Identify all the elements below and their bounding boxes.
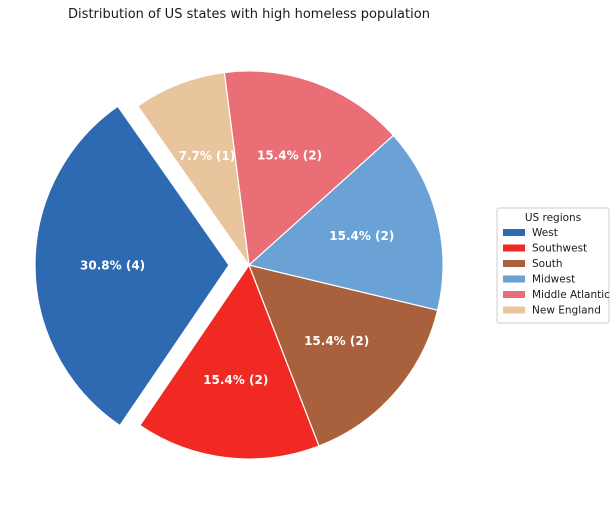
legend-swatch-new-england — [503, 306, 525, 314]
slice-label-southwest: 15.4% (2) — [203, 373, 268, 387]
legend-label-south: South — [532, 258, 563, 270]
legend-label-middle-atlantic: Middle Atlantic — [532, 289, 610, 301]
pie-labels: 30.8% (4) 15.4% (2) 15.4% (2) 15.4% (2) 15.4… — [80, 148, 394, 387]
legend: US regions West Southwest South Midwest Midd… — [496, 207, 610, 324]
legend-swatch-southwest — [503, 244, 525, 252]
chart-title: Distribution of US states with high home… — [68, 7, 430, 22]
pie-slice-southwest — [139, 263, 320, 460]
slice-label-west: 30.8% (4) — [80, 258, 145, 272]
legend-title: US regions — [525, 212, 581, 224]
legend-label-southwest: Southwest — [532, 243, 587, 255]
legend-swatch-midwest — [503, 275, 525, 283]
slice-label-middle-atlantic: 15.4% (2) — [257, 148, 322, 162]
legend-label-west: West — [532, 227, 558, 239]
pie-slice-south — [248, 264, 439, 447]
legend-items: West Southwest South Midwest Middle Atlantic… — [503, 227, 610, 317]
slice-label-new-england: 7.7% (1) — [179, 149, 236, 163]
legend-label-midwest: Midwest — [532, 274, 575, 286]
pie-slice-midwest — [247, 134, 444, 311]
pie-slice-middle-atlantic — [223, 70, 395, 267]
legend-swatch-south — [503, 260, 525, 267]
legend-label-new-england: New England — [532, 305, 601, 317]
slice-label-south: 15.4% (2) — [304, 334, 369, 348]
legend-swatch-middle-atlantic — [503, 291, 525, 298]
pie-slice-new-england — [136, 71, 250, 266]
pie-slice-west — [34, 105, 230, 427]
pie-slices — [34, 70, 444, 460]
slice-label-midwest: 15.4% (2) — [329, 229, 394, 243]
legend-swatch-west — [503, 229, 525, 236]
